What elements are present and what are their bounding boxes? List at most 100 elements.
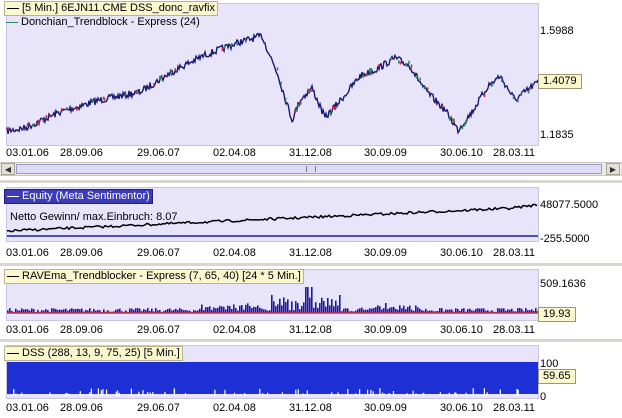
dss-spike bbox=[472, 388, 474, 396]
signal-marker bbox=[491, 82, 494, 86]
rav-bar bbox=[521, 308, 523, 313]
panel-separator[interactable] bbox=[0, 180, 622, 183]
signal-marker bbox=[501, 79, 503, 83]
rav-bar bbox=[165, 310, 167, 313]
rav-bar bbox=[261, 308, 263, 313]
dss-spike bbox=[347, 389, 349, 396]
rav-bar bbox=[425, 308, 427, 313]
dss-spike bbox=[147, 391, 149, 396]
rav-bar bbox=[369, 308, 371, 313]
price-chart bbox=[6, 32, 539, 135]
rav-current-value: 19.93 bbox=[538, 307, 576, 322]
signal-marker bbox=[419, 77, 421, 81]
signal-marker bbox=[441, 104, 444, 108]
rav-bar bbox=[461, 308, 463, 313]
rav-bar bbox=[503, 308, 505, 313]
signal-marker bbox=[399, 61, 402, 65]
scroll-right-icon[interactable]: ▶ bbox=[606, 163, 620, 175]
signal-marker bbox=[369, 68, 371, 72]
rav-legend: RAVEma_Trendblocker - Express (7, 65, 40… bbox=[4, 269, 304, 284]
price-x-axis: 03.01.06 28.09.06 29.06.07 02.04.08 31.1… bbox=[0, 147, 540, 161]
signal-marker bbox=[370, 68, 372, 72]
rav-bar bbox=[91, 311, 93, 313]
dss-spike bbox=[415, 393, 417, 396]
signal-marker bbox=[159, 75, 161, 79]
signal-marker bbox=[308, 90, 311, 94]
rav-bar bbox=[267, 310, 269, 313]
rav-bar bbox=[447, 309, 449, 313]
rav-bar bbox=[183, 310, 185, 313]
x-tick: 30.06.10 bbox=[440, 324, 483, 336]
rav-bar bbox=[491, 310, 493, 313]
price-plot-area[interactable] bbox=[6, 3, 539, 146]
dss-spike bbox=[115, 391, 117, 396]
signal-marker bbox=[529, 87, 531, 91]
signal-marker bbox=[517, 99, 519, 103]
x-tick: 29.06.07 bbox=[137, 147, 180, 159]
scrollbar-thumb[interactable] bbox=[16, 164, 602, 174]
rav-bar bbox=[121, 311, 123, 313]
rav-bar bbox=[33, 309, 35, 313]
scroll-left-icon[interactable]: ◀ bbox=[1, 163, 15, 175]
rav-bar bbox=[471, 310, 473, 313]
rav-bar bbox=[257, 305, 259, 313]
x-tick: 02.04.08 bbox=[213, 402, 256, 414]
rav-bar bbox=[271, 294, 273, 313]
dss-spike bbox=[439, 392, 441, 396]
rav-bar bbox=[409, 305, 411, 313]
rav-bar bbox=[193, 310, 195, 313]
panel-separator[interactable] bbox=[0, 339, 622, 342]
rav-bar bbox=[363, 309, 365, 313]
rav-bar bbox=[367, 309, 369, 313]
rav-bar bbox=[325, 306, 327, 313]
dss-spike bbox=[89, 392, 91, 396]
rav-bar bbox=[37, 309, 39, 313]
rav-bar bbox=[427, 310, 429, 313]
rav-bar bbox=[89, 308, 91, 313]
rav-bar bbox=[225, 309, 227, 313]
x-tick: 28.09.06 bbox=[60, 324, 103, 336]
rav-bar bbox=[63, 309, 65, 313]
time-scrollbar[interactable]: ◀ ▶ bbox=[0, 162, 622, 176]
signal-marker bbox=[32, 123, 34, 127]
signal-marker bbox=[378, 64, 380, 68]
price-y-top-label: 1.5988 bbox=[540, 25, 574, 37]
rav-bar bbox=[243, 309, 245, 313]
dss-spike bbox=[267, 392, 269, 396]
panel-separator[interactable] bbox=[0, 263, 622, 266]
dss-filled-band bbox=[7, 362, 538, 394]
rav-bar bbox=[55, 308, 57, 313]
rav-bar bbox=[421, 310, 423, 313]
dss-spike bbox=[239, 393, 241, 396]
x-tick: 30.09.09 bbox=[364, 147, 407, 159]
x-tick: 03.01.06 bbox=[6, 247, 49, 259]
rav-bar bbox=[537, 311, 539, 313]
rav-bar bbox=[397, 309, 399, 313]
rav-bar bbox=[263, 309, 265, 313]
rav-bar bbox=[187, 310, 189, 313]
rav-bar bbox=[65, 308, 67, 313]
rav-bar bbox=[19, 310, 21, 313]
rav-bar bbox=[451, 309, 453, 313]
signal-marker bbox=[170, 72, 172, 76]
price-legend-2: Donchian_Trendblock - Express (24) bbox=[4, 16, 202, 29]
price-signal-markers bbox=[7, 39, 531, 131]
x-tick: 28.09.06 bbox=[60, 147, 103, 159]
signal-marker bbox=[329, 111, 332, 115]
price-y-bottom-label: 1.1835 bbox=[540, 129, 574, 141]
rav-bar bbox=[319, 303, 321, 313]
rav-bar bbox=[171, 310, 173, 313]
rav-bar bbox=[501, 308, 503, 313]
dss-spike bbox=[97, 388, 99, 396]
rav-bar bbox=[361, 307, 363, 313]
dss-legend: DSS (288, 13, 9, 75, 25) [5 Min.] bbox=[4, 346, 183, 361]
rav-bar bbox=[285, 302, 287, 313]
rav-bar bbox=[327, 298, 329, 313]
signal-marker bbox=[159, 77, 162, 81]
rav-bar bbox=[321, 297, 323, 313]
rav-bar bbox=[195, 310, 197, 313]
dss-spike bbox=[499, 389, 501, 396]
rav-bar bbox=[401, 308, 403, 313]
rav-bar bbox=[297, 303, 299, 313]
rav-bar bbox=[403, 305, 405, 313]
